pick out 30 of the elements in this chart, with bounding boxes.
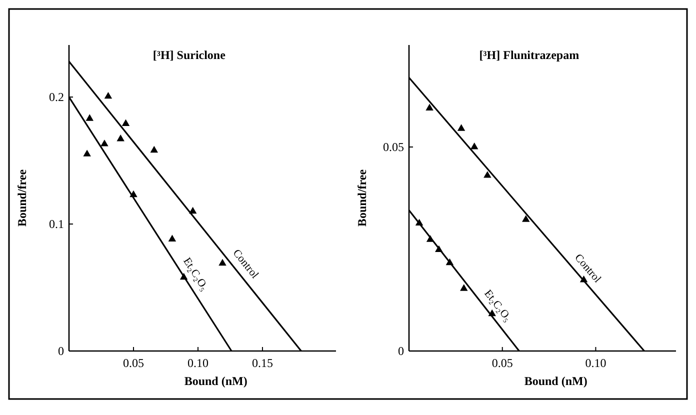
y-axis-title: Bound/free [355,168,369,227]
point [100,140,108,146]
point [122,119,130,126]
y-tick-label: 0 [58,344,64,358]
point [104,92,112,99]
chart-title: [³H] Flunitrazepam [479,48,580,62]
point [168,234,176,242]
point [86,114,94,121]
x-tick-label: 0.10 [187,356,208,370]
point [470,142,478,150]
y-tick-label: 0.1 [49,217,64,232]
x-tick-label: 0.10 [585,356,606,370]
x-axis-title: Bound (nM) [524,374,588,388]
y-tick-label: 0 [398,344,404,358]
point [460,284,468,291]
x-tick-label: 0.05 [492,356,513,370]
point [83,150,91,156]
y-tick-label: 0.2 [49,90,64,104]
point [484,171,492,178]
point [218,258,226,266]
x-tick-label: 0.15 [252,356,273,370]
y-axis-title: Bound/free [15,168,29,227]
x-axis-title: Bound (nM) [184,374,248,388]
point [116,134,124,142]
point [150,146,158,153]
point [457,124,466,131]
x-tick-label: 0.05 [122,356,144,370]
point [522,215,530,222]
point [426,104,434,110]
chart-title: [³H] Suriclone [152,48,226,62]
